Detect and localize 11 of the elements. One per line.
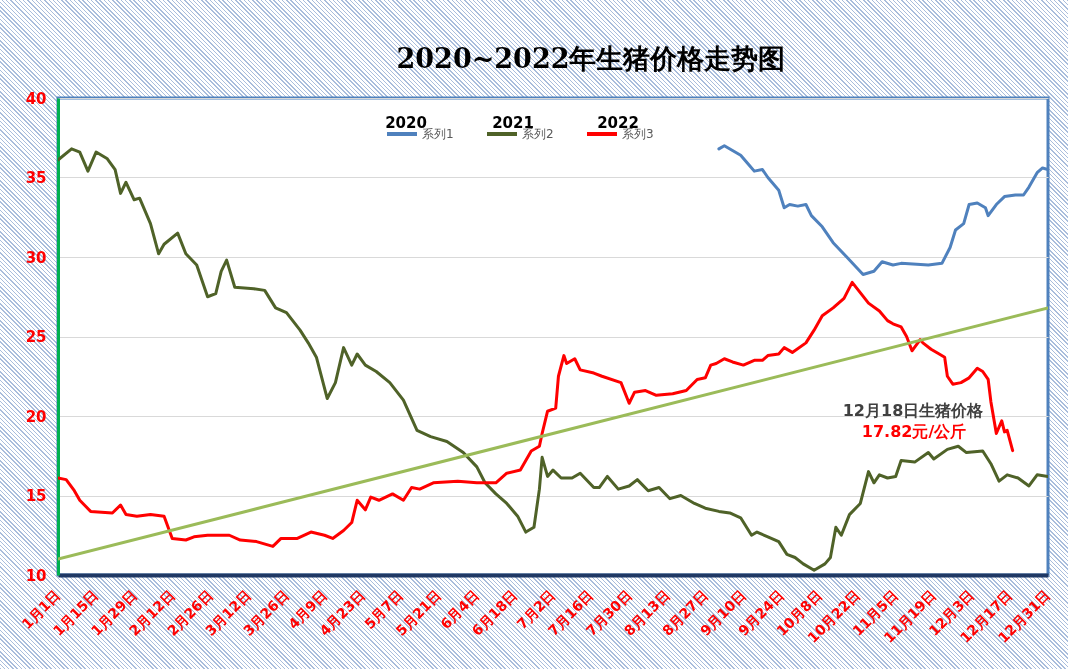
y-tick-label: 40: [25, 89, 47, 108]
y-tick-label: 10: [25, 566, 47, 585]
y-tick-label: 30: [25, 248, 47, 267]
chart-title: 2020~2022年生猪价格走势图: [396, 43, 786, 74]
annotation: 12月18日生猪价格: [842, 401, 985, 420]
annotation: 17.82元/公斤: [861, 422, 967, 441]
y-tick-label: 25: [25, 328, 47, 346]
legend-label: 系列1: [422, 127, 454, 141]
y-tick-label: 15: [25, 487, 47, 505]
y-tick-label: 35: [25, 169, 47, 187]
y-tick-label: 20: [25, 407, 47, 426]
